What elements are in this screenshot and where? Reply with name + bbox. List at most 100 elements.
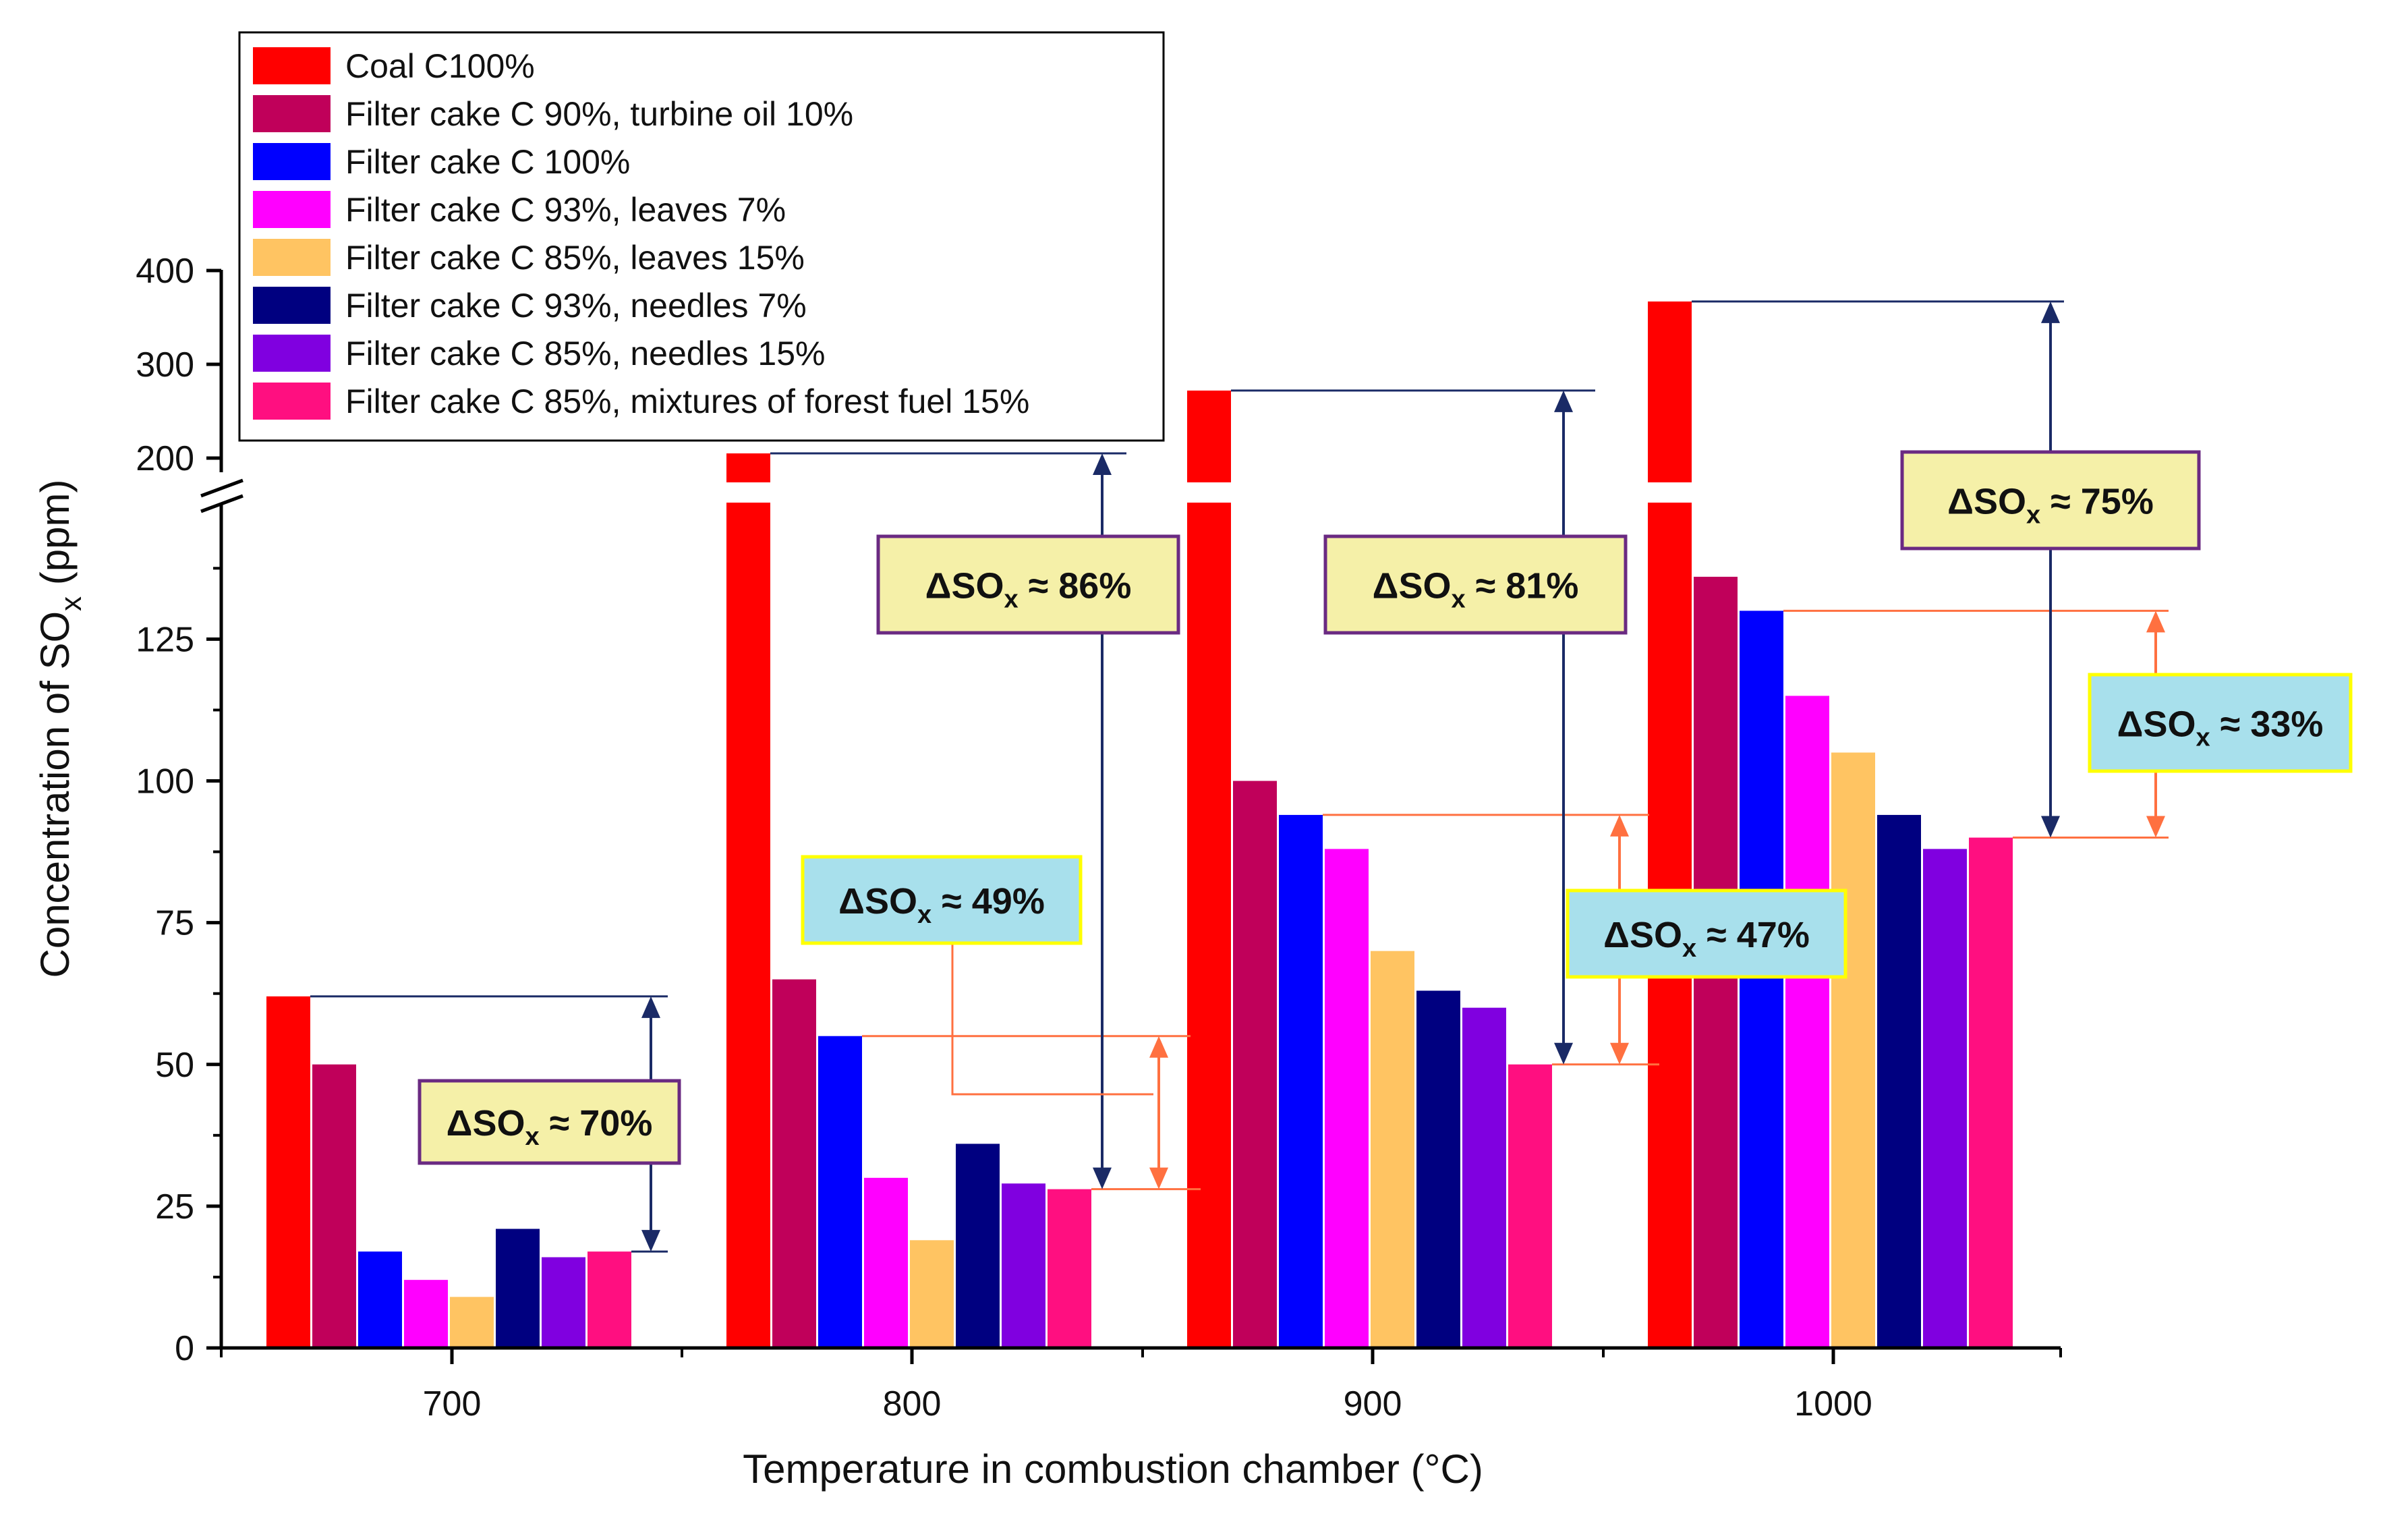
- legend-label-8: Filter cake C 85%, mixtures of forest fu…: [345, 383, 1029, 420]
- bar-1000-1-upper: [1648, 301, 1692, 482]
- bar-800-6: [956, 1144, 1000, 1348]
- arrow-1000-delta-coal: [2041, 301, 2060, 838]
- legend-label-5: Filter cake C 85%, leaves 15%: [345, 239, 805, 277]
- bar-700-6: [496, 1229, 540, 1348]
- legend-label-3: Filter cake C 100%: [345, 143, 630, 181]
- legend: Coal C100% Filter cake C 90%, turbine oil…: [238, 31, 1165, 442]
- bar-900-1-upper: [1187, 390, 1231, 482]
- arrow-1000-delta-coal-head-top: [2041, 301, 2060, 323]
- annotation-3: ΔSOx ≈ 49%: [801, 855, 1083, 945]
- annotation-2: ΔSOx ≈ 86%: [876, 534, 1180, 635]
- annotation-boxes-layer: ΔSOx ≈ 70%ΔSOx ≈ 86%ΔSOx ≈ 49%ΔSOx ≈ 81%…: [418, 450, 2353, 1165]
- bar-1000-6: [1877, 814, 1921, 1348]
- annotation-label-6: ΔSOx ≈ 75%: [1947, 482, 2154, 530]
- legend-swatch-7: [253, 335, 331, 372]
- annotation-box-1: [418, 1079, 681, 1165]
- bar-900-7: [1462, 1007, 1506, 1348]
- y-tick-label-0: 0: [175, 1329, 194, 1368]
- bar-1000-3: [1740, 611, 1783, 1348]
- annotation-5: ΔSOx ≈ 47%: [1566, 889, 1847, 979]
- bar-700-2: [312, 1064, 356, 1348]
- bar-800-1-upper: [726, 453, 770, 482]
- arrow-700-delta-head-bottom: [641, 1230, 660, 1252]
- annotation-1: ΔSOx ≈ 70%: [418, 1079, 681, 1165]
- arrow-800-delta-fc-head-top: [1149, 1036, 1168, 1058]
- legend-swatch-5: [253, 239, 331, 276]
- bar-800-3: [818, 1036, 862, 1348]
- annotation-text-part: ≈ 49%: [931, 881, 1045, 922]
- bar-900-1-lower: [1187, 503, 1231, 1348]
- bar-900-8: [1508, 1064, 1552, 1348]
- bar-1000-7: [1923, 849, 1967, 1348]
- legend-swatch-6: [253, 287, 331, 324]
- annotation-text-part: ΔSO: [447, 1103, 525, 1144]
- arrow-900-delta-fc-head-bottom: [1610, 1042, 1629, 1065]
- annotation-4: ΔSOx ≈ 81%: [1323, 534, 1628, 635]
- annotation-subscript: x: [917, 901, 931, 929]
- annotation-text-part: ΔSO: [1947, 482, 2026, 522]
- arrow-1000-delta-fc-head-top: [2146, 611, 2165, 633]
- bar-1000-8: [1969, 837, 2013, 1348]
- x-axis-title: Temperature in combustion chamber (°C): [743, 1446, 1483, 1492]
- bar-800-4: [864, 1177, 908, 1348]
- legend-label-6: Filter cake C 93%, needles 7%: [345, 287, 807, 325]
- legend-label-1: Coal C100%: [345, 47, 535, 85]
- arrow-1000-delta-fc-head-bottom: [2146, 816, 2165, 838]
- bar-900-5: [1371, 951, 1414, 1348]
- y-tick-label-125: 125: [136, 620, 194, 659]
- arrow-800-delta-coal-head-bottom: [1093, 1167, 1112, 1189]
- y-axis-title-main: Concentration of SO: [32, 611, 78, 978]
- bar-1000-4: [1785, 696, 1829, 1348]
- annotation-text-part: ≈ 70%: [540, 1103, 653, 1144]
- axes-layer: 0 25 50 75 100 125 200 300 400 700 800 900 1000: [136, 252, 2062, 1424]
- annotation-text-part: ΔSO: [1603, 915, 1682, 955]
- y-tick-label-25: 25: [155, 1187, 194, 1227]
- annotation-6: ΔSOx ≈ 75%: [1900, 450, 2201, 551]
- arrow-1000-delta-coal-head-bottom: [2041, 816, 2060, 838]
- annotation-text-part: ≈ 47%: [1696, 915, 1810, 955]
- bar-800-5: [910, 1240, 954, 1348]
- axis-break-mark-1: [200, 478, 243, 498]
- axis-break-mark-2: [200, 494, 243, 513]
- annotation-subscript: x: [1682, 934, 1696, 963]
- y-tick-label-300: 300: [136, 345, 194, 385]
- y-tick-label-400: 400: [136, 252, 194, 291]
- y-axis-title: Concentration of SOx (ppm): [32, 480, 88, 978]
- y-tick-label-200: 200: [136, 439, 194, 478]
- annotation-label-2: ΔSOx ≈ 86%: [925, 566, 1132, 614]
- arrow-800-delta-fc-head-bottom: [1149, 1167, 1168, 1189]
- x-tick-label-800: 800: [883, 1384, 942, 1424]
- legend-swatch-1: [253, 47, 331, 84]
- bar-800-8: [1048, 1189, 1091, 1348]
- annotation-label-5: ΔSOx ≈ 47%: [1603, 915, 1810, 963]
- annotation-box-2: [876, 534, 1180, 635]
- annotation-subscript: x: [2026, 501, 2040, 530]
- annotation-text-part: ≈ 33%: [2210, 704, 2324, 745]
- annotation-label-4: ΔSOx ≈ 81%: [1373, 566, 1579, 614]
- bar-900-6: [1416, 990, 1460, 1348]
- legend-swatch-8: [253, 383, 331, 420]
- bar-900-4: [1325, 849, 1369, 1348]
- legend-label-4: Filter cake C 93%, leaves 7%: [345, 191, 786, 229]
- bar-700-4: [404, 1280, 448, 1348]
- annotation-text-part: ≈ 75%: [2040, 482, 2154, 522]
- bar-800-2: [772, 979, 816, 1348]
- bar-700-3: [358, 1251, 402, 1348]
- bar-700-8: [587, 1251, 631, 1348]
- y-tick-label-100: 100: [136, 762, 194, 801]
- annotation-7: ΔSOx ≈ 33%: [2088, 673, 2353, 773]
- bar-900-2: [1233, 781, 1277, 1348]
- arrow-900-delta-coal: [1554, 390, 1573, 1065]
- bars-layer: [266, 301, 2013, 1349]
- annotation-subscript: x: [2196, 724, 2210, 752]
- bar-700-5: [450, 1297, 494, 1348]
- bar-900-3: [1279, 814, 1323, 1348]
- annotation-box-3: [801, 855, 1083, 945]
- arrow-800-delta-coal-head-top: [1093, 453, 1112, 476]
- annotation-box-7: [2088, 673, 2353, 773]
- x-tick-label-900: 900: [1344, 1384, 1402, 1424]
- arrow-800-delta-fc: [1149, 1036, 1168, 1189]
- legend-swatch-3: [253, 143, 331, 180]
- annotation-text-part: ΔSO: [2117, 704, 2196, 745]
